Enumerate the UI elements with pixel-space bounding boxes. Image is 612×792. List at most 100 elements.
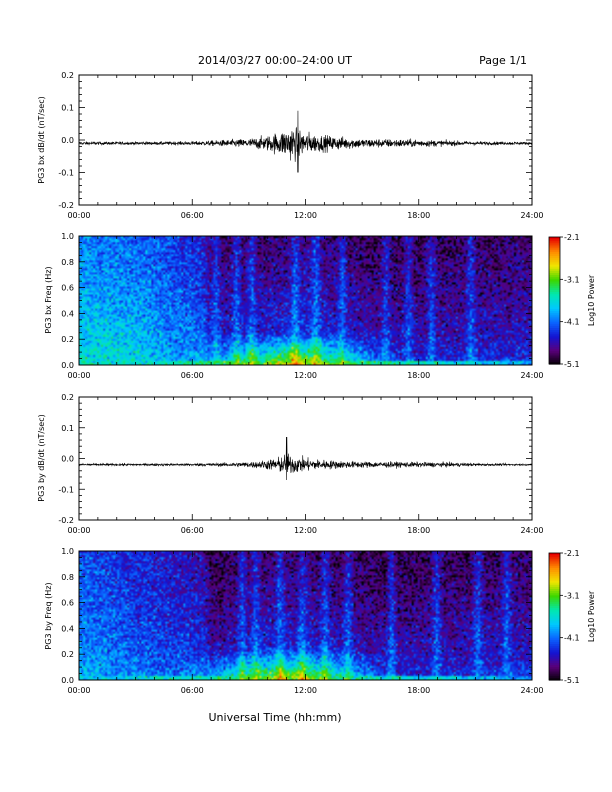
colorbar-swatch <box>549 264 560 268</box>
colorbar-swatch <box>549 612 560 615</box>
y-tick-label: 0.2 <box>61 335 74 344</box>
colorbar-swatch <box>549 344 560 348</box>
colorbar-swatch <box>549 308 560 312</box>
x-tick-label: 00:00 <box>67 211 90 220</box>
by-dbdt-trace <box>78 436 533 481</box>
colorbar-swatch <box>549 315 560 319</box>
y-tick-label: 0.6 <box>61 599 74 608</box>
colorbar-swatch <box>549 601 560 605</box>
colorbar-swatch <box>549 325 560 329</box>
colorbar-swatch <box>549 557 560 560</box>
colorbar-swatch <box>549 593 560 596</box>
colorbar-swatch <box>549 296 560 299</box>
bx-x-ticks: 00:00 06:00 12:00 18:00 24:00 <box>67 75 544 220</box>
colorbar-tick-label: -5.1 <box>564 676 580 685</box>
colorbar-swatch <box>549 321 560 325</box>
colorbar-swatch <box>549 349 560 352</box>
colorbar-swatch <box>549 608 560 611</box>
colorbar-swatch <box>549 357 560 361</box>
y-tick-label: 0.0 <box>61 361 74 370</box>
x-tick-label: 18:00 <box>407 686 430 695</box>
by-freq-x-ticks: 00:00 06:00 12:00 18:00 24:00 <box>67 551 544 695</box>
colorbar-swatch <box>549 599 560 603</box>
colorbar-swatch <box>549 319 560 323</box>
colorbar-swatch <box>549 251 560 255</box>
colorbar-frame <box>548 236 561 365</box>
colorbar-swatch <box>549 616 560 620</box>
y-tick-label: -0.1 <box>58 485 74 494</box>
by-spectrogram-image <box>79 551 532 680</box>
by-colorbar: -2.1 -3.1 -4.1 -5.1 Log10 Power <box>548 549 596 685</box>
colorbar-swatch <box>549 361 560 365</box>
colorbar-swatch <box>549 279 560 283</box>
colorbar-swatch <box>549 294 560 297</box>
colorbar-swatch <box>549 580 560 584</box>
x-tick-label: 06:00 <box>181 211 204 220</box>
colorbar-swatch <box>549 340 560 344</box>
colorbar-swatch <box>549 650 560 654</box>
x-tick-label: 00:00 <box>67 526 90 535</box>
x-tick-label: 06:00 <box>181 526 204 535</box>
colorbar-swatch <box>549 561 560 565</box>
x-tick-label: 24:00 <box>520 211 543 220</box>
colorbar-swatch <box>549 631 560 635</box>
colorbar-swatch <box>549 262 560 266</box>
x-tick-label: 06:00 <box>181 371 204 380</box>
colorbar-swatch <box>549 656 560 660</box>
colorbar-swatch <box>549 283 560 287</box>
colorbar-swatch <box>549 328 560 331</box>
by-y-axis-label: PG3 by dB/dt (nT/sec) <box>37 414 46 501</box>
colorbar-swatch <box>549 317 560 321</box>
panel-bx-timeseries: 0.20.10.0-0.1-0.2 PG3 bx dB/dt (nT/sec) … <box>37 71 544 220</box>
colorbar-swatch <box>549 663 560 666</box>
y-tick-label: 0.2 <box>61 71 74 80</box>
y-tick-label: 0.2 <box>61 393 74 402</box>
colorbar-swatch <box>549 569 560 573</box>
bx-dbdt-trace <box>78 110 533 173</box>
colorbar-swatch <box>549 671 560 675</box>
colorbar-frame <box>548 552 561 681</box>
colorbar-swatch <box>549 618 560 622</box>
colorbar-swatch <box>549 641 560 645</box>
colorbar-swatch <box>549 578 560 582</box>
colorbar-swatch <box>549 323 560 327</box>
colorbar-swatch <box>549 669 560 673</box>
x-tick-label: 24:00 <box>520 686 543 695</box>
colorbar-swatch <box>549 565 560 569</box>
colorbar-swatch <box>549 332 560 335</box>
x-tick-label: 12:00 <box>294 686 317 695</box>
y-tick-label: 1.0 <box>61 232 74 241</box>
colorbar-tick-label: -5.1 <box>564 360 580 369</box>
colorbar-swatch <box>549 258 560 261</box>
colorbar-swatch <box>549 652 560 656</box>
colorbar-swatch <box>549 576 560 579</box>
x-tick-label: 18:00 <box>407 371 430 380</box>
colorbar-tick-label: -3.1 <box>564 591 580 600</box>
colorbar-swatch <box>549 302 560 306</box>
panel-by-timeseries: 0.20.10.0-0.1-0.2 PG3 by dB/dt (nT/sec) … <box>37 393 544 535</box>
panel-by-spectrogram: 1.0 0.8 0.6 0.4 0.2 0.0 PG3 by Freq (Hz) 00:0… <box>44 547 596 695</box>
bx-spectrogram-image <box>79 236 532 365</box>
x-tick-label: 12:00 <box>294 211 317 220</box>
y-tick-label: 0.0 <box>61 676 74 685</box>
colorbar-swatch <box>549 654 560 658</box>
y-tick-label: 0.2 <box>61 650 74 659</box>
colorbar-swatch <box>549 675 560 679</box>
colorbar-swatch <box>549 266 560 270</box>
colorbar-swatch <box>549 268 560 272</box>
colorbar-swatch <box>549 355 560 359</box>
colorbar-label: Log10 Power <box>587 274 596 326</box>
colorbar-swatch <box>549 572 560 575</box>
colorbar-swatch <box>549 563 560 567</box>
colorbar-swatch <box>549 610 560 613</box>
colorbar-tick-label: -4.1 <box>564 634 580 643</box>
colorbar-swatch <box>549 243 560 247</box>
colorbar-swatch <box>549 591 560 594</box>
colorbar-swatch <box>549 648 560 651</box>
y-tick-label: 0.1 <box>61 104 74 113</box>
colorbar-swatch <box>549 603 560 607</box>
page-number: Page 1/1 <box>479 54 527 67</box>
colorbar-swatch <box>549 582 560 586</box>
x-axis-title: Universal Time (hh:mm) <box>209 711 342 724</box>
